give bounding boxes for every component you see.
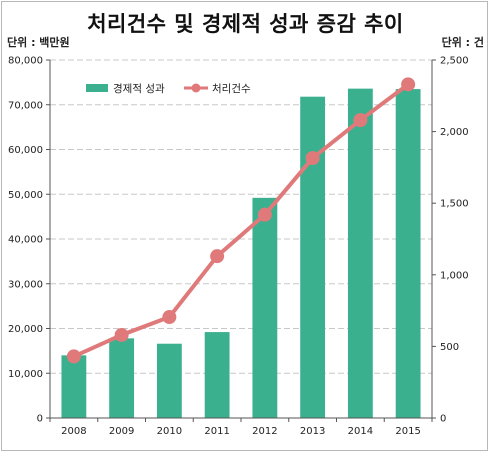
right-axis-ticks: 0 500 1,000 1,500 2,000 2,500	[432, 56, 469, 425]
x-tick-label: 2012	[252, 426, 277, 437]
line-point-2015	[401, 77, 416, 92]
right-tick-label: 500	[440, 342, 459, 353]
bar-2011	[204, 332, 230, 418]
legend: 경제적 성과 처리건수	[86, 82, 251, 95]
line-point-2014	[353, 113, 368, 128]
chart-title: 처리건수 및 경제적 성과 증감 추이	[87, 12, 404, 36]
line-point-2013	[305, 151, 320, 166]
left-tick-label: 80,000	[8, 56, 43, 67]
line-path	[73, 82, 410, 359]
bar-2010	[156, 343, 182, 418]
line-point-2010	[162, 310, 177, 325]
left-tick-label: 30,000	[8, 279, 43, 290]
bar-2009	[109, 338, 135, 418]
left-tick-label: 70,000	[8, 100, 43, 111]
x-tick-label: 2008	[61, 426, 86, 437]
legend-bar-label: 경제적 성과	[113, 82, 165, 95]
bar-2014	[347, 88, 373, 418]
x-tick-label: 2010	[157, 426, 182, 437]
left-axis-ticks: 0 10,000 20,000 30,000 40,000 50,000 60,000 70,…	[8, 56, 50, 425]
legend-line-marker	[191, 83, 201, 93]
bar-2012	[252, 197, 278, 418]
bar-2008	[61, 355, 87, 418]
right-tick-label: 2,500	[440, 56, 469, 67]
left-tick-label: 0	[37, 414, 43, 425]
line-point-2011	[210, 249, 225, 264]
x-tick-label: 2013	[300, 426, 325, 437]
x-tick-label: 2014	[348, 426, 373, 437]
legend-line-label: 처리건수	[212, 83, 251, 95]
left-tick-label: 10,000	[8, 369, 43, 380]
line-point-2012	[257, 207, 272, 222]
left-tick-label: 20,000	[8, 324, 43, 335]
left-tick-label: 60,000	[8, 145, 43, 156]
left-tick-label: 50,000	[8, 190, 43, 201]
right-axis-unit: 단위 : 건	[441, 36, 484, 49]
left-axis-unit: 단위 : 백만원	[7, 36, 70, 49]
line-point-2009	[114, 327, 129, 342]
line-series	[66, 77, 416, 364]
bar-series	[61, 88, 421, 419]
bar-2015	[395, 89, 421, 419]
line-point-2008	[66, 349, 81, 364]
x-tick-label: 2011	[204, 426, 229, 437]
right-tick-label: 1,500	[440, 199, 469, 210]
right-tick-label: 1,000	[440, 270, 469, 281]
right-tick-label: 0	[440, 414, 446, 425]
x-axis-ticks: 2008 2009 2010 2011 2012 2013 2014 2015	[49, 418, 433, 437]
bar-2013	[300, 96, 326, 418]
legend-bar-swatch	[86, 84, 108, 92]
left-tick-label: 40,000	[8, 235, 43, 246]
right-tick-label: 2,000	[440, 127, 469, 138]
x-tick-label: 2015	[395, 426, 420, 437]
x-tick-label: 2009	[109, 426, 134, 437]
